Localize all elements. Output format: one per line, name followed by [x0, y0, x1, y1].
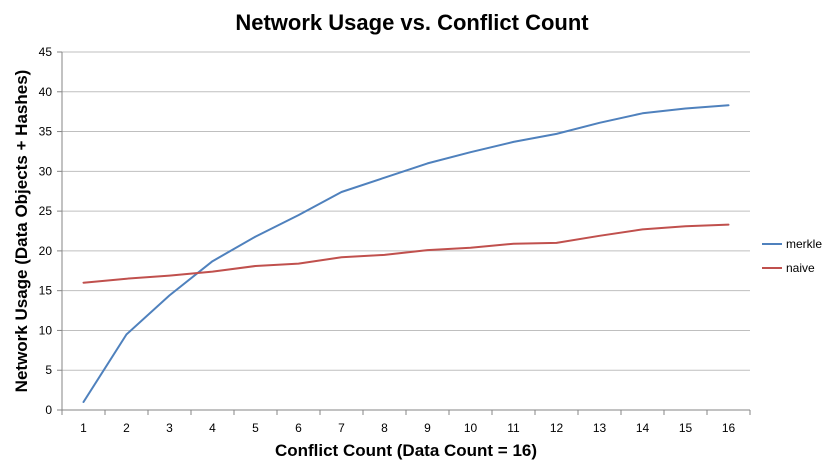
legend-label-naive: naive — [786, 261, 815, 275]
y-tick-label: 5 — [45, 363, 52, 377]
x-tick-label: 2 — [123, 421, 130, 435]
legend-label-merkle: merkle — [786, 237, 822, 251]
y-tick-label: 0 — [45, 403, 52, 417]
chart-title: Network Usage vs. Conflict Count — [235, 10, 589, 35]
y-tick-label: 10 — [39, 323, 53, 337]
x-tick-label: 11 — [507, 421, 520, 435]
x-tick-label: 7 — [338, 421, 345, 435]
y-tick-label: 35 — [39, 125, 53, 139]
x-tick-label: 10 — [464, 421, 478, 435]
x-tick-label: 13 — [593, 421, 607, 435]
gridlines — [62, 51, 750, 371]
y-axis-title: Network Usage (Data Objects + Hashes) — [12, 70, 31, 393]
x-tick-label: 15 — [679, 421, 693, 435]
y-tick-label: 25 — [39, 204, 53, 218]
x-tick-label: 3 — [166, 421, 173, 435]
x-tick-label: 4 — [209, 421, 216, 435]
x-tick-label: 6 — [295, 421, 302, 435]
x-tick-label: 1 — [80, 421, 87, 435]
x-tick-label: 16 — [722, 421, 736, 435]
y-tick-label: 40 — [39, 85, 53, 99]
x-tick-label: 14 — [636, 421, 650, 435]
legend: merkle naive — [762, 237, 822, 275]
axes — [57, 51, 751, 415]
y-tick-label: 15 — [39, 284, 53, 298]
x-axis-title: Conflict Count (Data Count = 16) — [275, 441, 537, 460]
series-line-naive — [82, 223, 730, 284]
x-tick-label: 12 — [550, 421, 564, 435]
x-tick-label: 9 — [424, 421, 431, 435]
y-tick-label: 45 — [39, 45, 53, 59]
series-lines — [82, 104, 730, 403]
y-tick-label: 20 — [39, 244, 53, 258]
x-tick-label: 8 — [381, 421, 388, 435]
x-tick-label: 5 — [252, 421, 259, 435]
y-tick-label: 30 — [39, 164, 53, 178]
series-line-merkle — [82, 104, 730, 403]
